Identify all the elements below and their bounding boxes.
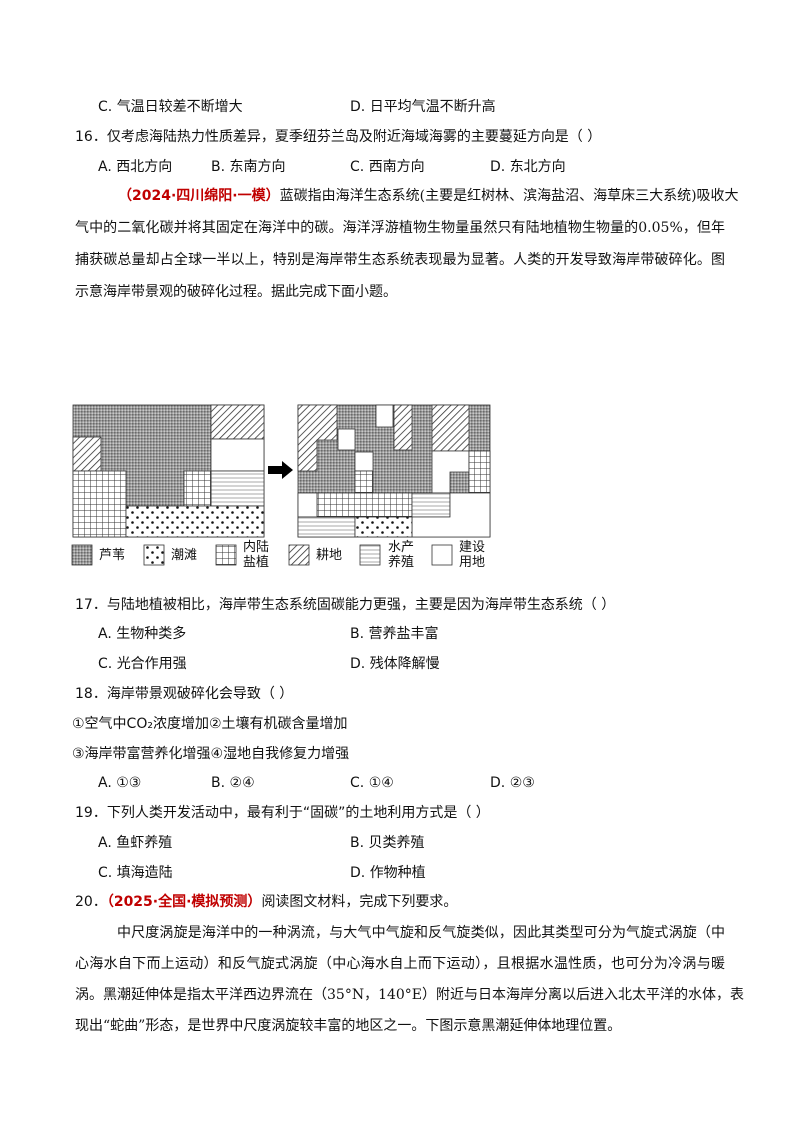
q19-stem: 19．下列人类开发活动中，最有利于“固碳”的土地利用方式是（ ） — [75, 805, 490, 821]
legend-salt: 内陆 盐植 — [243, 540, 270, 570]
legend-tidal: 潮滩 — [171, 548, 198, 563]
q15-option-c: C. 气温日较差不断增大 — [98, 99, 243, 115]
q16-option-a: A. 西北方向 — [98, 159, 173, 175]
q18-stem: 18．海岸带景观破碎化会导致（ ） — [75, 686, 294, 702]
q20-line-3: 涡。黑潮延伸体是指太平洋西边界流在（35°N，140°E）附近与日本海岸分离以后… — [75, 987, 745, 1003]
legend-reed: 芦苇 — [99, 548, 126, 563]
q20-line-1: 中尺度涡旋是海洋中的一种涡流，与大气中气旋和反气旋类似，因此其类型可分为气旋式涡… — [117, 925, 725, 941]
source-tag: （2025·全国·模拟预测） — [106, 894, 262, 910]
legend-aqua: 水产 养殖 — [388, 540, 415, 570]
q16-stem: 16．仅考虑海陆热力性质差异，夏季纽芬兰岛及附近海域海雾的主要蔓延方向是（ ） — [75, 129, 602, 145]
q20-line-4: 现出“蛇曲”形态，是世界中尺度涡旋较丰富的地区之一。下图示意黑潮延伸体地理位置。 — [75, 1018, 622, 1034]
q16-option-d: D. 东北方向 — [490, 159, 566, 175]
q17-stem: 17．与陆地植被相比，海岸带生态系统固碳能力更强，主要是因为海岸带生态系统（ ） — [75, 597, 616, 613]
q18-item-line-1: ①空气中CO₂浓度增加②土壤有机碳含量增加 — [72, 716, 348, 732]
q16-option-c: C. 西南方向 — [350, 159, 425, 175]
q20-stem: 20．（2025·全国·模拟预测）阅读图文材料，完成下列要求。 — [75, 894, 458, 910]
material1-line-3: 捕获碳总量却占全球一半以上，特别是海岸带生态系统表现最为显著。人类的开发导致海岸… — [75, 252, 725, 268]
q19-option-d: D. 作物种植 — [350, 865, 426, 881]
q17-option-c: C. 光合作用强 — [98, 656, 187, 672]
q18-option-a: A. ①③ — [98, 775, 142, 791]
q18-item-line-2: ③海岸带富营养化增强④湿地自我修复力增强 — [72, 746, 350, 762]
legend-build: 建设 用地 — [459, 540, 486, 570]
material1-line-2: 气中的二氧化碳并将其固定在海洋中的碳。海洋浮游植物生物量虽然只有陆地植物生物量的… — [75, 220, 725, 236]
after-map — [297, 404, 491, 538]
material1-line-4: 示意海岸带景观的破碎化过程。据此完成下面小题。 — [75, 284, 397, 300]
material1-line-1: （2024·四川绵阳·一模）蓝碳指由海洋生态系统(主要是红树林、滨海盐沼、海草床… — [118, 188, 739, 204]
q17-option-a: A. 生物种类多 — [98, 626, 187, 642]
legend-swatches — [71, 544, 453, 566]
q15-option-d: D. 日平均气温不断升高 — [350, 99, 496, 115]
q17-option-b: B. 营养盐丰富 — [350, 626, 439, 642]
q19-option-b: B. 贝类养殖 — [350, 835, 425, 851]
q18-option-d: D. ②③ — [490, 775, 535, 791]
q18-option-c: C. ①④ — [350, 775, 394, 791]
q19-option-a: A. 鱼虾养殖 — [98, 835, 173, 851]
q16-option-b: B. 东南方向 — [211, 159, 286, 175]
q17-option-d: D. 残体降解慢 — [350, 656, 440, 672]
q18-option-b: B. ②④ — [211, 775, 255, 791]
source-tag: （2024·四川绵阳·一模） — [118, 188, 280, 204]
before-map — [72, 404, 265, 538]
legend-farm: 耕地 — [316, 548, 343, 563]
landscape-fragmentation-figure — [71, 404, 491, 566]
right-arrow-icon — [268, 461, 293, 479]
q19-option-c: C. 填海造陆 — [98, 865, 173, 881]
q20-line-2: 心海水自下而上运动）和反气旋式涡旋（中心海水自上而下运动），且根据水温性质，也可… — [75, 956, 725, 972]
